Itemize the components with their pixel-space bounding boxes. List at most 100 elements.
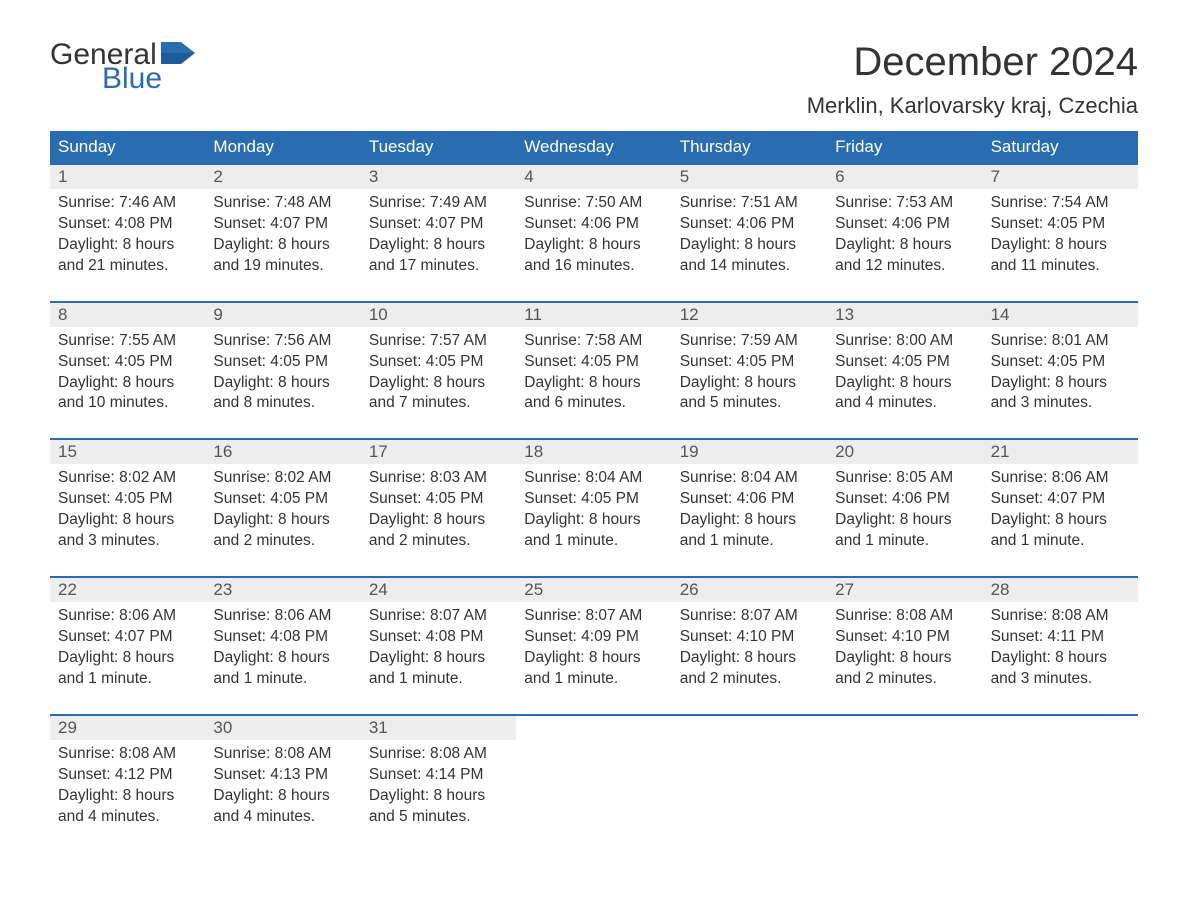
day-cell: 10Sunrise: 7:57 AMSunset: 4:05 PMDayligh…	[361, 303, 516, 421]
day-number: 29	[50, 716, 205, 740]
day-number: 23	[205, 578, 360, 602]
detail-line: and 1 minute.	[213, 669, 352, 690]
day-number: 30	[205, 716, 360, 740]
detail-line: Sunrise: 8:08 AM	[991, 606, 1130, 627]
detail-line: Daylight: 8 hours	[369, 373, 508, 394]
day-number: 17	[361, 440, 516, 464]
detail-line: Sunrise: 8:08 AM	[369, 744, 508, 765]
detail-line: Sunset: 4:06 PM	[835, 489, 974, 510]
detail-line: Sunset: 4:05 PM	[991, 352, 1130, 373]
day-cell: 8Sunrise: 7:55 AMSunset: 4:05 PMDaylight…	[50, 303, 205, 421]
detail-line: Sunset: 4:08 PM	[369, 627, 508, 648]
day-header-thu: Thursday	[672, 131, 827, 163]
detail-line: Daylight: 8 hours	[58, 786, 197, 807]
detail-line: Sunrise: 8:04 AM	[680, 468, 819, 489]
detail-line: Daylight: 8 hours	[58, 235, 197, 256]
day-details: Sunrise: 8:02 AMSunset: 4:05 PMDaylight:…	[50, 464, 205, 558]
detail-line: Sunset: 4:05 PM	[58, 489, 197, 510]
detail-line: Daylight: 8 hours	[213, 786, 352, 807]
week-row: 15Sunrise: 8:02 AMSunset: 4:05 PMDayligh…	[50, 438, 1138, 558]
detail-line: Sunrise: 8:00 AM	[835, 331, 974, 352]
day-number: 18	[516, 440, 671, 464]
detail-line: Daylight: 8 hours	[835, 373, 974, 394]
month-title: December 2024	[807, 40, 1138, 85]
detail-line: Sunrise: 8:07 AM	[680, 606, 819, 627]
day-number: 16	[205, 440, 360, 464]
week-row: 22Sunrise: 8:06 AMSunset: 4:07 PMDayligh…	[50, 576, 1138, 696]
day-header-fri: Friday	[827, 131, 982, 163]
day-details: Sunrise: 8:05 AMSunset: 4:06 PMDaylight:…	[827, 464, 982, 558]
day-number: 14	[983, 303, 1138, 327]
day-details: Sunrise: 7:53 AMSunset: 4:06 PMDaylight:…	[827, 189, 982, 283]
detail-line: Daylight: 8 hours	[213, 648, 352, 669]
day-details: Sunrise: 7:51 AMSunset: 4:06 PMDaylight:…	[672, 189, 827, 283]
day-number: 10	[361, 303, 516, 327]
day-cell: 28Sunrise: 8:08 AMSunset: 4:11 PMDayligh…	[983, 578, 1138, 696]
detail-line: Sunrise: 7:57 AM	[369, 331, 508, 352]
day-details: Sunrise: 8:08 AMSunset: 4:14 PMDaylight:…	[361, 740, 516, 834]
day-details: Sunrise: 8:04 AMSunset: 4:05 PMDaylight:…	[516, 464, 671, 558]
day-number: 4	[516, 165, 671, 189]
day-number: 8	[50, 303, 205, 327]
detail-line: Sunrise: 8:02 AM	[213, 468, 352, 489]
detail-line: Sunrise: 8:07 AM	[369, 606, 508, 627]
day-details: Sunrise: 8:06 AMSunset: 4:07 PMDaylight:…	[50, 602, 205, 696]
detail-line: Sunset: 4:08 PM	[58, 214, 197, 235]
detail-line: Daylight: 8 hours	[991, 648, 1130, 669]
detail-line: and 6 minutes.	[524, 393, 663, 414]
detail-line: and 2 minutes.	[213, 531, 352, 552]
day-number: 26	[672, 578, 827, 602]
day-number: 5	[672, 165, 827, 189]
detail-line: and 11 minutes.	[991, 256, 1130, 277]
day-cell: 5Sunrise: 7:51 AMSunset: 4:06 PMDaylight…	[672, 165, 827, 283]
day-number: 15	[50, 440, 205, 464]
detail-line: Daylight: 8 hours	[524, 373, 663, 394]
day-details: Sunrise: 8:08 AMSunset: 4:11 PMDaylight:…	[983, 602, 1138, 696]
logo-word2: Blue	[102, 64, 195, 94]
day-number: 1	[50, 165, 205, 189]
day-details: Sunrise: 8:02 AMSunset: 4:05 PMDaylight:…	[205, 464, 360, 558]
detail-line: Daylight: 8 hours	[58, 373, 197, 394]
detail-line: Sunset: 4:07 PM	[991, 489, 1130, 510]
day-details: Sunrise: 7:48 AMSunset: 4:07 PMDaylight:…	[205, 189, 360, 283]
detail-line: and 21 minutes.	[58, 256, 197, 277]
detail-line: Daylight: 8 hours	[680, 235, 819, 256]
detail-line: Sunrise: 8:06 AM	[991, 468, 1130, 489]
detail-line: Sunrise: 8:08 AM	[835, 606, 974, 627]
detail-line: Sunrise: 8:06 AM	[213, 606, 352, 627]
day-cell	[672, 716, 827, 834]
detail-line: Sunrise: 8:04 AM	[524, 468, 663, 489]
day-cell: 24Sunrise: 8:07 AMSunset: 4:08 PMDayligh…	[361, 578, 516, 696]
day-number: 7	[983, 165, 1138, 189]
day-number: 27	[827, 578, 982, 602]
day-number: 25	[516, 578, 671, 602]
detail-line: Daylight: 8 hours	[835, 510, 974, 531]
day-details: Sunrise: 8:04 AMSunset: 4:06 PMDaylight:…	[672, 464, 827, 558]
day-cell: 19Sunrise: 8:04 AMSunset: 4:06 PMDayligh…	[672, 440, 827, 558]
detail-line: and 8 minutes.	[213, 393, 352, 414]
detail-line: Sunset: 4:06 PM	[524, 214, 663, 235]
detail-line: Daylight: 8 hours	[213, 373, 352, 394]
detail-line: Daylight: 8 hours	[680, 510, 819, 531]
detail-line: and 5 minutes.	[369, 807, 508, 828]
page-header: General Blue December 2024 Merklin, Karl…	[50, 40, 1138, 119]
detail-line: and 1 minute.	[835, 531, 974, 552]
detail-line: Sunset: 4:05 PM	[369, 489, 508, 510]
detail-line: and 1 minute.	[524, 669, 663, 690]
day-number: 2	[205, 165, 360, 189]
detail-line: and 1 minute.	[58, 669, 197, 690]
day-details: Sunrise: 8:08 AMSunset: 4:13 PMDaylight:…	[205, 740, 360, 834]
day-details: Sunrise: 7:58 AMSunset: 4:05 PMDaylight:…	[516, 327, 671, 421]
detail-line: and 2 minutes.	[680, 669, 819, 690]
detail-line: Sunset: 4:11 PM	[991, 627, 1130, 648]
day-cell: 9Sunrise: 7:56 AMSunset: 4:05 PMDaylight…	[205, 303, 360, 421]
detail-line: Sunset: 4:07 PM	[58, 627, 197, 648]
detail-line: Sunrise: 7:46 AM	[58, 193, 197, 214]
day-cell	[827, 716, 982, 834]
day-cell: 3Sunrise: 7:49 AMSunset: 4:07 PMDaylight…	[361, 165, 516, 283]
detail-line: Daylight: 8 hours	[369, 235, 508, 256]
detail-line: Sunset: 4:05 PM	[680, 352, 819, 373]
detail-line: Daylight: 8 hours	[58, 510, 197, 531]
detail-line: Sunrise: 8:05 AM	[835, 468, 974, 489]
detail-line: Sunset: 4:06 PM	[680, 489, 819, 510]
